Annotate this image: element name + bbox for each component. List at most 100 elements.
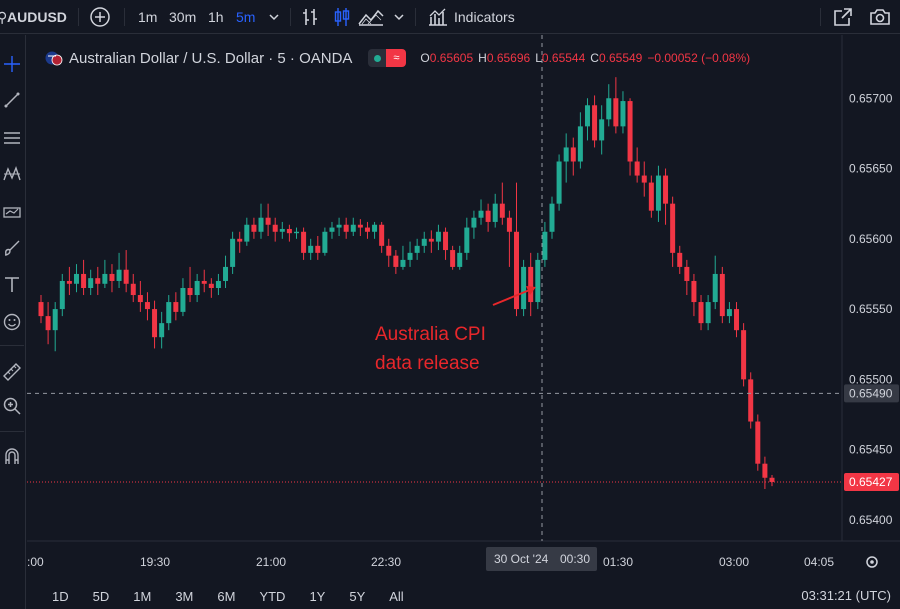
brush-icon xyxy=(4,240,20,256)
candle xyxy=(38,295,44,324)
candle-body xyxy=(450,250,456,267)
y-tick-label: 0.65450 xyxy=(849,443,893,457)
magnet-tool[interactable] xyxy=(0,441,24,471)
candle-body xyxy=(478,210,484,218)
candle xyxy=(584,98,590,141)
fib-tool[interactable] xyxy=(0,123,24,153)
candle-body xyxy=(584,105,590,127)
brush-tool[interactable] xyxy=(0,233,24,263)
range-3m[interactable]: 3M xyxy=(175,588,194,604)
candle xyxy=(279,221,285,239)
timeframe-dropdown[interactable] xyxy=(268,0,280,34)
symbol-search[interactable]: ⚲ AUDUSD xyxy=(0,0,67,34)
crosshair-price-box xyxy=(844,384,899,403)
last-price-box xyxy=(844,472,899,491)
candle xyxy=(570,137,576,176)
crosshair-tool[interactable] xyxy=(0,49,24,79)
candle-body xyxy=(173,302,179,312)
compare-button[interactable] xyxy=(89,0,111,34)
chart-area[interactable]: 0.65700 0.65650 0.65600 0.65550 0.65500 0.654… xyxy=(27,35,900,574)
candle-body xyxy=(350,224,356,232)
zoom-tool[interactable] xyxy=(0,391,24,421)
bar-style-button[interactable] xyxy=(302,0,320,34)
candle-body xyxy=(620,101,626,127)
candle xyxy=(592,95,598,148)
range-ytd[interactable]: YTD xyxy=(259,588,286,604)
candle-body xyxy=(414,245,420,253)
candle-body xyxy=(187,288,193,296)
range-5d[interactable]: 5D xyxy=(92,588,110,604)
range-1d[interactable]: 1D xyxy=(52,588,69,604)
candle-body xyxy=(315,245,321,253)
candle xyxy=(435,224,441,251)
candle xyxy=(641,161,647,197)
toolbar-divider xyxy=(820,8,821,26)
candle xyxy=(201,269,207,293)
range-6m[interactable]: 6M xyxy=(217,588,236,604)
candle xyxy=(272,217,278,242)
candle-body xyxy=(244,224,250,242)
candle-body xyxy=(499,203,505,218)
zoom-in-icon xyxy=(3,397,21,415)
candle xyxy=(769,474,775,487)
fullscreen-button[interactable] xyxy=(833,0,853,34)
candle-body xyxy=(308,245,314,253)
trend-line-tool[interactable] xyxy=(0,85,24,115)
candle xyxy=(556,154,562,211)
candle xyxy=(762,456,768,489)
candle xyxy=(741,323,747,387)
area-style-button[interactable] xyxy=(358,0,384,34)
range-all[interactable]: All xyxy=(389,588,404,604)
ruler-tool[interactable] xyxy=(0,357,24,387)
candle-body xyxy=(421,238,427,246)
candle-body xyxy=(670,203,676,253)
candle xyxy=(506,210,512,267)
candle xyxy=(237,231,243,253)
candle xyxy=(719,266,725,324)
range-1m[interactable]: 1M xyxy=(133,588,152,604)
range-5y[interactable]: 5Y xyxy=(349,588,366,604)
candle-body xyxy=(741,330,747,380)
chart-legend: Australian Dollar / U.S. Dollar · 5 · OA… xyxy=(45,48,750,68)
candle-body xyxy=(592,105,598,141)
snapshot-button[interactable] xyxy=(869,0,891,34)
measure-range-icon xyxy=(3,207,21,218)
timeframe-1h[interactable]: 1h xyxy=(208,9,224,25)
timeframe-1m[interactable]: 1m xyxy=(138,9,158,25)
candle-body xyxy=(279,228,285,232)
candle-body xyxy=(251,224,257,232)
timeframe-30m[interactable]: 30m xyxy=(169,9,197,25)
candles-style-button[interactable] xyxy=(333,0,351,34)
range-1y[interactable]: 1Y xyxy=(309,588,326,604)
candle xyxy=(357,219,363,236)
candle xyxy=(144,292,150,321)
prediction-tool[interactable] xyxy=(0,197,24,227)
toolbar-divider xyxy=(0,345,24,346)
text-tool[interactable] xyxy=(0,269,24,299)
candle-body xyxy=(542,231,548,260)
chart-type-dropdown[interactable] xyxy=(393,0,405,34)
candle xyxy=(315,235,321,260)
price-chart[interactable]: 0.657000.656500.656000.655500.655000.654… xyxy=(27,35,900,574)
candle xyxy=(301,227,307,260)
ohlc-change: −0.00052 (−0.08%) xyxy=(647,51,751,65)
candle xyxy=(329,221,335,239)
candle-body xyxy=(272,224,278,232)
indicators-button[interactable]: Indicators xyxy=(428,0,515,34)
market-status-badge[interactable]: ≈ xyxy=(368,49,407,67)
utc-clock[interactable]: 03:31:21 (UTC) xyxy=(801,588,891,603)
pattern-tool[interactable] xyxy=(0,159,24,189)
candle-body xyxy=(38,302,44,317)
candle xyxy=(577,112,583,169)
candle xyxy=(705,295,711,331)
cpi-annotation: Australia CPI data release xyxy=(375,320,486,378)
candle xyxy=(88,269,94,296)
candle-body xyxy=(73,273,79,284)
candle xyxy=(478,199,484,225)
timeframe-5m[interactable]: 5m xyxy=(236,9,256,25)
candle-body xyxy=(734,309,740,331)
candle xyxy=(748,372,754,429)
x-tick-label: 03:00 xyxy=(719,555,749,569)
emoji-tool[interactable] xyxy=(0,307,24,337)
candle-body xyxy=(464,227,470,253)
